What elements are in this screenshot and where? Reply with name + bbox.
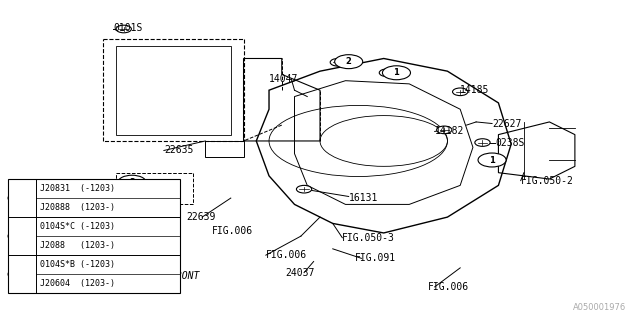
Text: FIG.050-3: FIG.050-3: [342, 233, 395, 243]
Text: FIG.091: FIG.091: [355, 253, 396, 263]
Text: 1: 1: [394, 68, 399, 77]
Circle shape: [8, 229, 36, 243]
Text: 0101S: 0101S: [113, 23, 142, 33]
Circle shape: [8, 191, 36, 205]
Circle shape: [452, 88, 468, 96]
Text: J20604  (1203-): J20604 (1203-): [40, 279, 115, 288]
Text: FIG.006: FIG.006: [266, 250, 307, 260]
Text: 2: 2: [346, 57, 351, 66]
Text: J2088   (1203-): J2088 (1203-): [40, 241, 115, 250]
Text: FIG.006: FIG.006: [428, 282, 470, 292]
Text: 3: 3: [129, 178, 135, 187]
Circle shape: [335, 55, 363, 68]
Circle shape: [118, 175, 146, 189]
Text: 1: 1: [489, 156, 495, 164]
Text: J20831  (-1203): J20831 (-1203): [40, 184, 115, 193]
Text: 22639: 22639: [186, 212, 216, 222]
Text: 14182: 14182: [435, 126, 464, 136]
Text: 1: 1: [19, 194, 25, 203]
Text: 2: 2: [19, 232, 25, 241]
Circle shape: [475, 139, 490, 146]
Text: FRONT: FRONT: [170, 271, 200, 281]
Circle shape: [296, 185, 312, 193]
Text: 16131: 16131: [349, 193, 378, 203]
Circle shape: [481, 156, 497, 164]
Text: 3: 3: [19, 270, 25, 279]
Circle shape: [380, 69, 394, 76]
Text: 0104S*C (-1203): 0104S*C (-1203): [40, 222, 115, 231]
Circle shape: [330, 59, 346, 66]
Circle shape: [116, 25, 131, 33]
Text: FIG.006: FIG.006: [212, 226, 253, 236]
Circle shape: [8, 267, 36, 281]
Text: 22627: 22627: [492, 118, 522, 129]
Text: 22635: 22635: [164, 146, 193, 156]
Text: 24037: 24037: [285, 268, 314, 278]
Text: FIG.050-2: FIG.050-2: [521, 176, 573, 186]
FancyBboxPatch shape: [8, 179, 180, 293]
Circle shape: [383, 66, 410, 80]
Text: 14047: 14047: [269, 74, 298, 84]
Text: J20888  (1203-): J20888 (1203-): [40, 203, 115, 212]
Text: 0238S: 0238S: [495, 138, 525, 148]
Text: 14185: 14185: [460, 85, 490, 95]
Text: 0104S*B (-1203): 0104S*B (-1203): [40, 260, 115, 269]
Text: A050001976: A050001976: [573, 303, 626, 312]
Circle shape: [436, 126, 452, 134]
Circle shape: [478, 153, 506, 167]
